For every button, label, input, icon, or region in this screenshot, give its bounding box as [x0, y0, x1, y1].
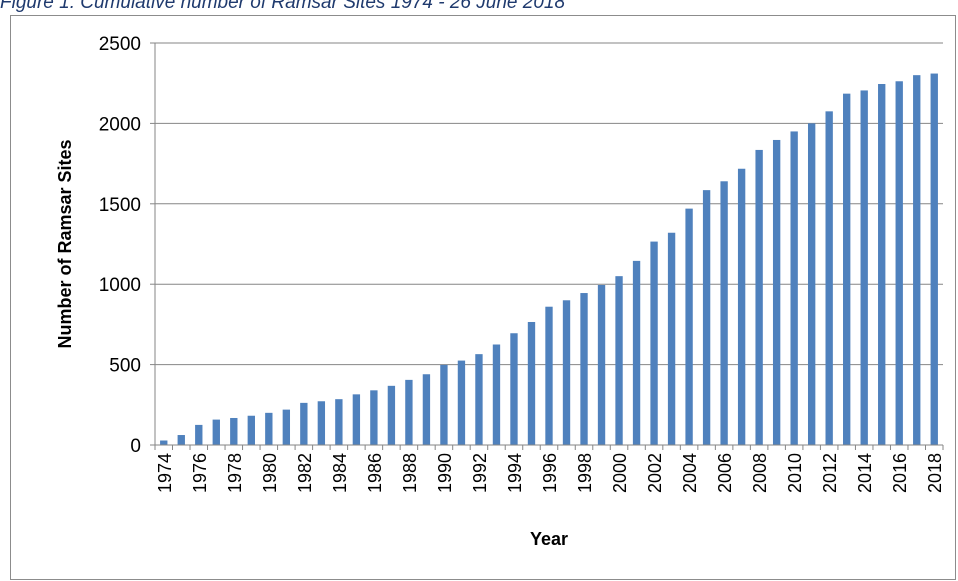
- bar-1990: [440, 364, 448, 445]
- x-tick-label: 1984: [330, 453, 350, 493]
- bar-1978: [230, 417, 238, 445]
- bar-1982: [300, 402, 308, 445]
- bar-2010: [790, 131, 798, 445]
- x-tick-label: 1994: [505, 453, 525, 493]
- bar-1994: [510, 333, 518, 445]
- x-tick-label: 1976: [190, 453, 210, 493]
- bar-1991: [457, 360, 466, 445]
- y-tick-label: 1500: [99, 195, 141, 216]
- bar-2013: [843, 93, 851, 445]
- x-tick-label: 1974: [155, 453, 175, 493]
- x-tick-label: 2016: [890, 453, 910, 493]
- y-tick-label: 2500: [99, 34, 141, 55]
- x-tick-label: 2010: [785, 453, 805, 493]
- bar-1977: [212, 419, 220, 445]
- x-tick-label: 1988: [400, 453, 420, 493]
- bar-1999: [597, 285, 606, 445]
- bar-1976: [195, 424, 203, 445]
- bar-1985: [352, 394, 361, 445]
- bar-2006: [720, 181, 728, 445]
- bar-1989: [422, 374, 431, 445]
- figure-caption: Figure 1: Cumulative number of Ramsar Si…: [0, 0, 566, 13]
- bar-1983: [317, 401, 326, 445]
- bar-1998: [580, 293, 588, 445]
- bar-2014: [860, 90, 868, 445]
- bar-2015: [878, 84, 886, 445]
- x-tick-label: 2002: [645, 453, 665, 493]
- x-tick-labels: 1974 1976 1978 1980 1982 1984 1986 1988 1990 1992…: [155, 453, 945, 493]
- bar-2002: [650, 241, 658, 445]
- bar-2016: [895, 81, 903, 446]
- x-tick-label: 2012: [820, 453, 840, 493]
- axes: [150, 42, 944, 450]
- x-tick-label: 1996: [540, 453, 560, 493]
- bar-1993: [492, 344, 501, 445]
- bar-2007: [737, 168, 746, 445]
- x-tick-label: 1980: [260, 453, 280, 493]
- bar-2005: [702, 190, 711, 445]
- bar-1997: [562, 300, 571, 445]
- x-tick-label: 1982: [295, 453, 315, 493]
- bar-1984: [335, 399, 343, 445]
- bar-2011: [807, 123, 816, 446]
- x-tick-label: 2006: [715, 453, 735, 493]
- bars: [160, 73, 938, 446]
- chart-frame: [10, 15, 956, 580]
- y-tick-labels: 0 500 1000 1500 2000 2500: [99, 34, 141, 457]
- x-tick-label: 1998: [575, 453, 595, 493]
- bar-2000: [615, 276, 623, 445]
- bar-1986: [370, 390, 378, 445]
- x-axis-label: Year: [530, 529, 568, 549]
- bar-1996: [545, 306, 553, 445]
- bar-2001: [632, 260, 641, 445]
- bar-1981: [282, 409, 291, 445]
- bar-1975: [177, 435, 185, 445]
- bar-2012: [825, 111, 833, 445]
- bar-2004: [685, 208, 693, 445]
- x-tick-label: 1990: [435, 453, 455, 493]
- x-tick-label: 2014: [855, 453, 875, 493]
- y-tick-label: 500: [109, 356, 141, 377]
- bar-1980: [265, 412, 273, 445]
- x-tick-label: 1992: [470, 453, 490, 493]
- bar-2003: [667, 232, 676, 445]
- y-tick-label: 2000: [99, 114, 141, 135]
- bar-1995: [527, 321, 536, 445]
- x-tick-label: 1978: [225, 453, 245, 493]
- x-tick-label: 2008: [750, 453, 770, 493]
- bar-1987: [387, 385, 396, 445]
- bar-1992: [475, 354, 483, 445]
- x-tick-label: 1986: [365, 453, 385, 493]
- bar-2018: [930, 73, 938, 445]
- y-axis-label: Number of Ramsar Sites: [55, 139, 75, 348]
- bar-2008: [755, 149, 763, 445]
- x-tick-label: 2018: [925, 453, 945, 493]
- x-tick-label: 2004: [680, 453, 700, 493]
- bar-2009: [772, 139, 781, 445]
- bar-1974: [160, 440, 168, 445]
- bar-1979: [247, 415, 255, 445]
- bar-1988: [405, 379, 413, 445]
- y-tick-label: 1000: [99, 275, 141, 296]
- x-tick-label: 2000: [610, 453, 630, 493]
- y-tick-label: 0: [130, 436, 141, 457]
- bar-2017: [913, 75, 921, 445]
